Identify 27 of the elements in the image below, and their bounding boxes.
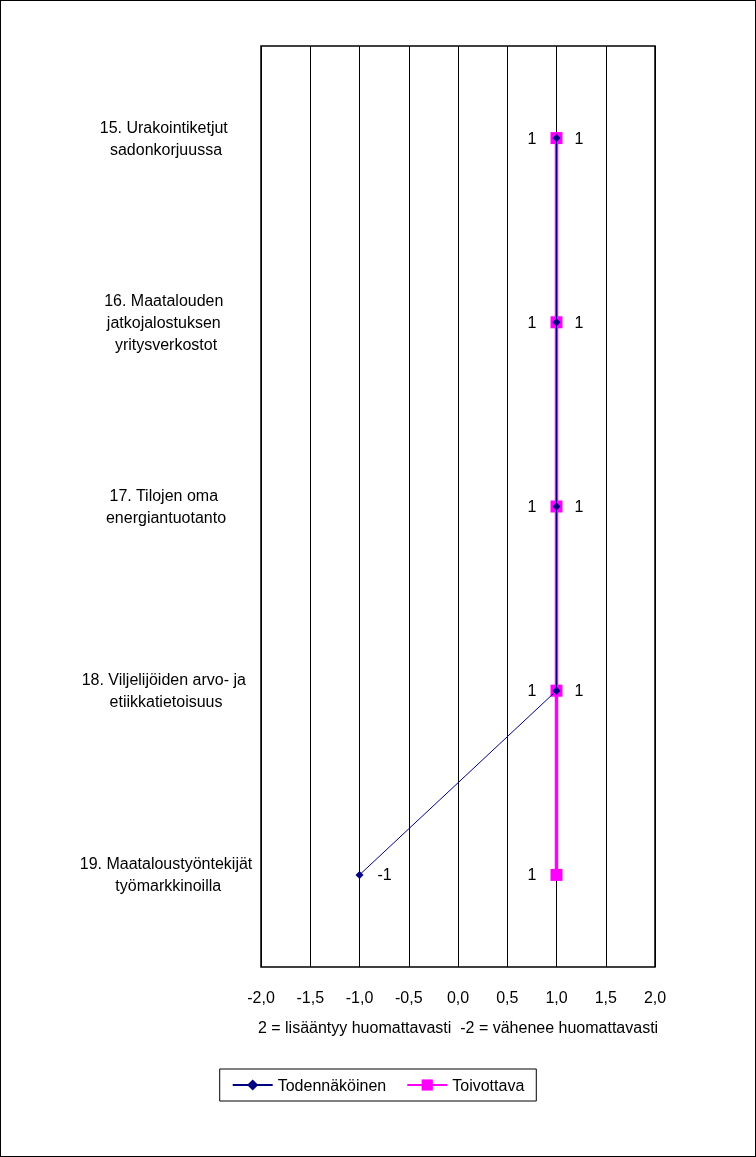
x-axis-title: 2 = lisääntyy huomattavasti -2 = vähenee huomattavasti: [257, 1018, 659, 1036]
y-tick-label: 18. Viljelijöiden arvo- ja etiikkatietoisuus: [81, 671, 251, 711]
x-tick-label: -1,0: [345, 988, 374, 1006]
x-tick-label: 0,0: [446, 988, 470, 1006]
y-tick-label: 15. Urakointiketjut sadonkorjuussa: [99, 118, 233, 158]
data-label: -1: [377, 866, 392, 884]
data-label: 1: [527, 498, 537, 515]
data-label: 1: [527, 682, 537, 700]
y-tick-label: 16. Maatalouden jatkojalostuksen yritysverkostot: [104, 291, 228, 353]
data-label: 1: [527, 129, 537, 147]
data-label: 1: [527, 313, 537, 331]
data-label: 1: [574, 498, 584, 515]
x-tick-label: 1,0: [545, 988, 568, 1006]
data-label: 1: [574, 129, 584, 147]
x-tick-label: -1,5: [296, 988, 325, 1006]
data-label: 1: [574, 682, 584, 700]
y-tick-label: 17. Tilojen oma energiantuotanto: [105, 487, 227, 526]
x-tick-label: 0,5: [496, 988, 519, 1006]
x-tick-label: 2,0: [643, 988, 667, 1006]
y-tick-label: 19. Maataloustyöntekijät työmarkkinoilla: [79, 855, 253, 895]
data-label: 1: [574, 313, 584, 331]
x-tick-label: -0,5: [394, 988, 423, 1006]
x-tick-label: -2,0: [247, 988, 275, 1006]
legend-label: Toivottava: [452, 1076, 525, 1094]
data-label: 1: [527, 866, 537, 884]
legend-label: Todennäköinen: [277, 1076, 387, 1094]
x-tick-label: 1,5: [594, 988, 617, 1006]
